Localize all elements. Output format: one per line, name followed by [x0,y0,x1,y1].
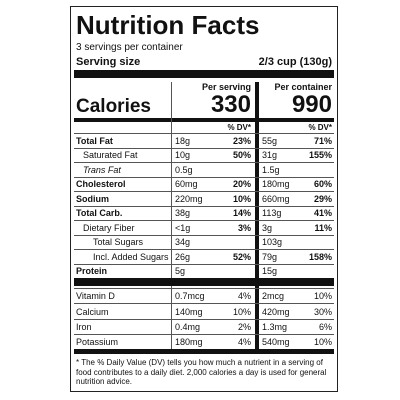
servings: 3 servings per container [76,42,183,53]
row-rule [74,176,334,178]
nutrient-name: Cholesterol [76,179,126,190]
title: Nutrition Facts [76,10,260,40]
serving-amount: 180mg [175,337,203,348]
nutrient-name: Incl. Added Sugars [93,251,169,262]
container-amount: 55g [262,135,278,146]
nutrient-name: Potassium [76,337,119,348]
container-dv: 10% [313,337,332,348]
column-divider [171,82,172,350]
container-amount: 79g [262,251,278,262]
container-amount: 15g [262,266,278,277]
serving-dv: 10% [232,193,251,204]
serving-amount: 38g [175,208,191,219]
container-amount: 3g [262,222,273,233]
serving-amount: 18g [175,135,191,146]
container-amount: 1.3mg [262,322,288,332]
nutrient-name: Dietary Fiber [83,222,135,233]
per-container-header: Per container [274,82,332,92]
container-dv: 71% [313,135,332,146]
nutrition-label: Nutrition Facts 3 servings per container… [70,6,338,392]
row-rule [74,162,334,163]
row-rule [74,133,334,134]
serving-dv: 20% [232,179,251,190]
serving-amount: 34g [175,237,191,248]
container-dv: 29% [313,193,332,204]
nutrient-name: Trans Fat [83,164,121,175]
serving-dv: 10% [232,306,251,317]
serving-amount: 5g [175,266,186,277]
container-dv: 11% [314,222,332,233]
medium-rule [74,349,334,354]
serving-amount: 0.4mg [175,322,201,332]
row-rule [74,205,334,207]
nutrient-name: Saturated Fat [83,150,138,161]
serving-dv: 3% [237,222,251,233]
row-rule [74,220,334,221]
container-amount: 660mg [262,193,290,204]
footnote: * The % Daily Value (DV) tells you how m… [76,358,327,387]
serving-amount: 10g [175,150,191,161]
calories-serving: 330 [210,91,251,118]
nutrient-name: Sodium [76,193,109,204]
row-rule [74,234,334,236]
medium-rule [74,118,334,122]
nutrient-name: Total Fat [76,135,113,146]
serving-amount: 0.7mcg [175,291,205,302]
calories-label: Calories [76,96,151,117]
row-rule [74,318,334,320]
nutrient-name: Total Sugars [93,237,144,248]
container-dv: 60% [313,179,332,190]
container-dv: 30% [313,306,332,317]
dv-header: % DV* [308,123,332,132]
nutrient-name: Protein [76,266,108,277]
serving-dv: 50% [232,150,251,161]
serving-amount: 0.5g [175,164,193,175]
serving-size-value: 2/3 cup (130g) [258,56,332,68]
nutrient-name: Iron [76,322,92,332]
serving-amount: <1g [175,222,191,233]
container-amount: 180mg [262,179,290,190]
container-amount: 31g [262,150,278,161]
row-rule [74,288,334,289]
container-dv: 6% [318,322,332,332]
row-rule [74,334,334,336]
serving-amount: 60mg [175,179,198,190]
serving-dv: 14% [232,208,251,219]
container-dv: 41% [313,208,332,219]
container-amount: 103g [262,237,283,248]
dv-header: % DV* [227,123,251,132]
serving-dv: 52% [232,251,251,262]
container-dv: 158% [308,251,332,262]
row-rule [74,249,334,250]
row-rule [74,191,334,192]
container-amount: 540mg [262,337,290,348]
nutrient-name: Calcium [76,306,109,317]
row-rule [74,263,334,265]
container-amount: 113g [262,208,282,219]
thick-rule [74,70,334,78]
container-amount: 1.5g [262,164,280,175]
nutrient-name: Vitamin D [76,291,115,302]
thick-rule [74,278,334,286]
serving-dv: 4% [237,337,251,348]
container-dv: 10% [313,291,332,302]
serving-size-label: Serving size [76,56,141,68]
serving-amount: 26g [175,251,191,262]
serving-dv: 4% [237,291,251,302]
serving-amount: 140mg [175,306,203,317]
column-divider [255,82,259,350]
nutrient-name: Total Carb. [76,208,123,219]
row-rule [74,147,334,149]
per-serving-header: Per serving [201,82,251,92]
row-rule [74,303,334,305]
container-amount: 2mcg [262,291,285,302]
serving-dv: 23% [232,135,251,146]
calories-container: 990 [291,91,332,118]
container-amount: 420mg [262,306,290,317]
serving-dv: 2% [237,322,251,332]
serving-amount: 220mg [175,193,203,204]
container-dv: 155% [308,150,332,161]
